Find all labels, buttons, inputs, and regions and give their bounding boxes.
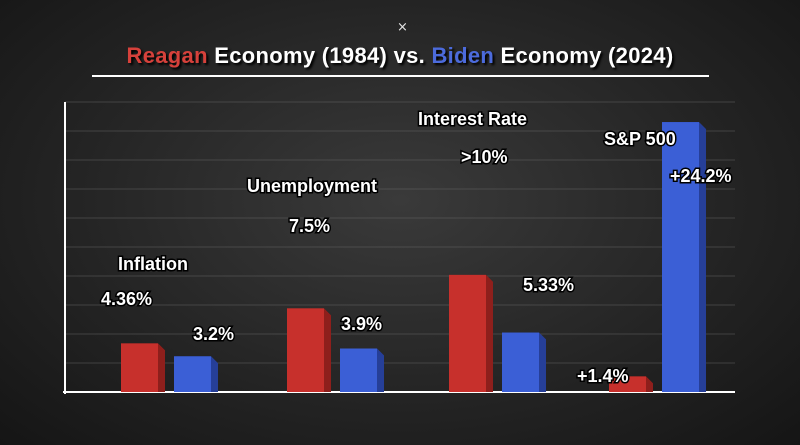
title-reagan: Reagan (126, 43, 208, 68)
bar-biden-0 (174, 356, 211, 392)
close-icon[interactable]: × (397, 20, 408, 35)
bar-biden-1 (340, 348, 377, 392)
bar-side (486, 274, 493, 392)
bar-reagan-0 (121, 343, 158, 392)
category-label-2: Interest Rate (418, 109, 527, 129)
data-label-biden-0: 3.2% (193, 324, 234, 344)
data-label-reagan-2: >10% (461, 147, 508, 167)
category-label-1: Unemployment (247, 176, 377, 196)
data-label-reagan-0: 4.36% (101, 289, 152, 309)
title-mid: Economy (1984) vs. (207, 43, 432, 68)
bar-side (158, 343, 165, 392)
title-underline (92, 75, 709, 77)
bar-side (699, 122, 706, 393)
data-label-biden-1: 3.9% (341, 314, 382, 334)
bar-reagan-2 (449, 274, 486, 392)
series-biden (174, 122, 706, 393)
bar-side (324, 308, 331, 392)
data-label-reagan-1: 7.5% (289, 216, 330, 236)
category-label-0: Inflation (118, 254, 188, 274)
category-label-3: S&P 500 (604, 129, 676, 149)
data-label-biden-2: 5.33% (523, 275, 574, 295)
bar-biden-2 (502, 332, 539, 392)
title-biden: Biden (431, 43, 495, 68)
bar-side (539, 332, 546, 392)
bar-biden-3 (662, 122, 699, 393)
chart-title: Reagan Economy (1984) vs. Biden Economy … (0, 43, 800, 69)
series-reagan (121, 274, 653, 392)
bar-side (211, 356, 218, 392)
bar-reagan-3 (609, 376, 646, 392)
title-end: Economy (2024) (494, 43, 674, 68)
data-label-biden-3: +24.2% (670, 166, 732, 186)
bar-reagan-1 (287, 308, 324, 392)
bar-side (377, 348, 384, 392)
data-label-reagan-3: +1.4% (577, 366, 629, 386)
